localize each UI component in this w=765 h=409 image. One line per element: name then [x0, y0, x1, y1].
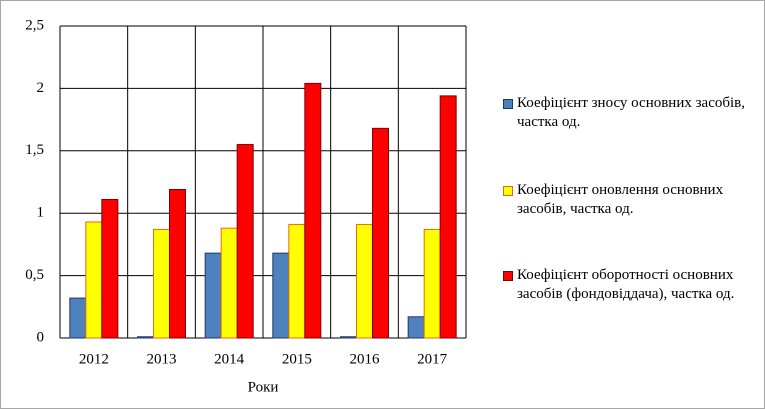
- bar: [85, 221, 103, 339]
- y-tick-label: 1,5: [25, 142, 44, 158]
- legend-swatch: [503, 271, 513, 281]
- x-tick-label: 2013: [147, 351, 177, 367]
- x-tick-label: 2014: [214, 351, 245, 367]
- bar: [101, 198, 119, 339]
- bar: [204, 252, 222, 339]
- x-tick-label: 2015: [282, 351, 312, 367]
- bar: [407, 316, 425, 339]
- legend-swatch: [503, 186, 513, 196]
- bar: [423, 228, 441, 339]
- legend-item: Коефіцієнт оновлення основних засобів, ч…: [503, 181, 762, 219]
- bar: [220, 227, 238, 339]
- bar: [236, 144, 254, 339]
- x-axis-label: Роки: [248, 379, 279, 395]
- bar: [288, 223, 306, 339]
- legend-label: Коефіцієнт оборотності основних засобів …: [517, 267, 735, 302]
- bar: [169, 188, 186, 339]
- legend-label: Коефіцієнт зносу основних засобів, частк…: [517, 95, 745, 130]
- bar: [372, 127, 389, 339]
- x-tick-label: 2016: [350, 351, 381, 367]
- legend-label: Коефіцієнт оновлення основних засобів, ч…: [517, 182, 724, 217]
- bar: [356, 223, 373, 339]
- y-tick-label: 2,5: [25, 17, 44, 33]
- bar: [439, 95, 457, 339]
- bar: [272, 252, 290, 339]
- legend-item: Коефіцієнт зносу основних засобів, частк…: [503, 94, 762, 132]
- x-tick-label: 2017: [417, 351, 448, 367]
- bar: [153, 228, 170, 339]
- bar: [137, 336, 154, 339]
- y-tick-label: 0: [37, 329, 45, 345]
- x-tick-label: 2012: [79, 351, 109, 367]
- y-tick-label: 2: [37, 80, 45, 96]
- bar: [304, 82, 322, 339]
- bar: [340, 336, 357, 339]
- y-tick-label: 1: [37, 205, 45, 221]
- bar: [69, 297, 87, 339]
- y-tick-label: 0,5: [25, 267, 44, 283]
- legend-item: Коефіцієнт оборотності основних засобів …: [503, 266, 745, 304]
- legend-swatch: [503, 99, 513, 109]
